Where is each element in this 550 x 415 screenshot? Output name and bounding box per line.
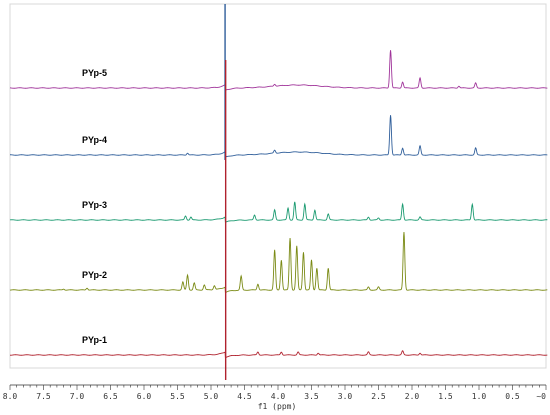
spectrum-line-pyp-4: [10, 115, 548, 158]
x-tick-label: 5.0: [204, 392, 219, 401]
x-tick-label: 6.0: [137, 392, 152, 401]
spectrum-line-pyp-2: [9, 232, 548, 294]
x-tick-label: 5.5: [170, 392, 185, 401]
x-tick-label: 4.0: [271, 392, 286, 401]
spectra-layer: [9, 4, 548, 380]
x-tick-label: 1.5: [438, 392, 453, 401]
x-tick-label: 7.0: [70, 392, 85, 401]
x-tick-label: 4.5: [237, 392, 252, 401]
spectrum-line-pyp-3: [9, 201, 548, 224]
x-axis-title: f1 (ppm): [258, 402, 297, 411]
x-tick-label: 2.5: [371, 392, 386, 401]
series-label-pyp-2: PYp-2: [82, 270, 107, 280]
x-tick-label: 7.5: [36, 392, 51, 401]
plot-frame: [9, 3, 547, 369]
x-axis: 8.0 7.5 7.0 6.5 6.0 5.5 5.0 4.5 4.0 3.5 3.0 2.5 2.0 1…: [3, 384, 547, 401]
x-tick-label: 0.5: [505, 392, 520, 401]
x-tick-label: 2.0: [405, 392, 420, 401]
spectrum-line-pyp-1: [9, 350, 548, 359]
series-label-pyp-4: PYp-4: [82, 135, 107, 145]
series-label-pyp-3: PYp-3: [82, 200, 107, 210]
x-tick-label: 8.0: [3, 392, 18, 401]
x-tick-label: 1.0: [472, 392, 487, 401]
series-labels-layer: PYp-5 PYp-4 PYp-3 PYp-2 PYp-1: [82, 68, 107, 345]
series-label-pyp-5: PYp-5: [82, 68, 107, 78]
x-tick-label: 3.5: [304, 392, 319, 401]
spectrum-line-pyp-5: [9, 50, 548, 91]
x-tick-label: ~0: [536, 392, 546, 401]
series-label-pyp-1: PYp-1: [82, 335, 107, 345]
x-tick-label: 6.5: [103, 392, 118, 401]
x-tick-label: 3.0: [338, 392, 353, 401]
